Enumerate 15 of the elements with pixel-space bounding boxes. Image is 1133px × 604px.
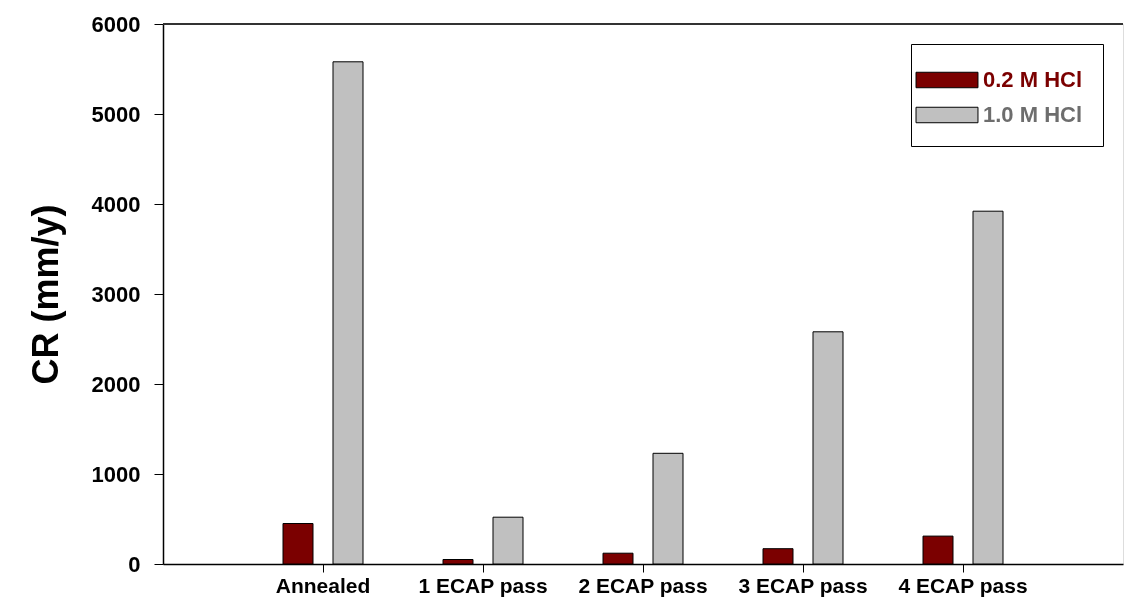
y-axis-title: CR (mm/y) [24,204,66,385]
legend-label: 0.2 M HCl [983,67,1083,92]
x-tick-label: 1 ECAP pass [418,573,548,597]
x-tick-label: Annealed [275,573,371,597]
y-tick-label: 0 [128,551,141,577]
y-tick-label: 1000 [91,461,141,487]
x-tick-label: 2 ECAP pass [578,573,708,597]
y-tick-label: 5000 [91,101,141,127]
legend-label: 1.0 M HCl [983,102,1083,127]
x-tick-label: 4 ECAP pass [898,573,1028,597]
y-tick-label: 2000 [91,371,141,397]
y-tick-label: 3000 [91,281,141,307]
x-tick-label: 3 ECAP pass [738,573,868,597]
y-tick-label: 6000 [91,11,141,37]
y-tick-label: 4000 [91,191,141,217]
